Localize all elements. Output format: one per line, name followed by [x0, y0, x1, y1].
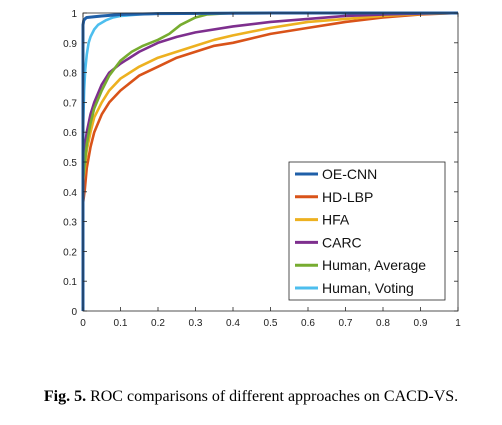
legend-label: OE-CNN — [322, 166, 377, 182]
x-tick-label: 0.4 — [226, 318, 240, 329]
y-tick-label: 0.7 — [63, 98, 77, 109]
x-tick-label: 0.5 — [264, 318, 278, 329]
legend-label: Human, Average — [322, 257, 426, 273]
legend-box — [288, 161, 446, 301]
y-tick-label: 0.2 — [63, 247, 77, 258]
x-tick-label: 0.7 — [339, 318, 353, 329]
legend-label: HD-LBP — [322, 189, 373, 205]
caption-label: Fig. 5. — [43, 388, 87, 405]
x-tick-label: 0.2 — [151, 318, 165, 329]
ticks-layer: 0 0.1 0.2 0.3 0.4 0.5 0.6 0.7 0.8 0.9 1 0 0.1 0.2 0.3 0… — [63, 9, 461, 329]
legend-label: CARC — [322, 234, 362, 250]
y-tick-label: 0.8 — [63, 69, 77, 80]
x-tick-label: 0 — [80, 318, 86, 329]
figure-caption: Fig. 5. ROC comparisons of different app… — [0, 388, 502, 406]
series-line-hd-lbp — [81, 11, 459, 311]
y-tick-label: 0.3 — [63, 218, 77, 229]
x-tick-label: 0.8 — [376, 318, 390, 329]
x-tick-label: 1 — [455, 318, 461, 329]
x-tick-label: 0.9 — [414, 318, 428, 329]
y-tick-label: 0.6 — [63, 128, 77, 139]
y-tick-label: 0.4 — [63, 188, 77, 199]
legend: OE-CNN HD-LBP HFA CARC Human, Average Human, … — [288, 161, 446, 301]
y-tick-label: 1 — [71, 9, 77, 20]
x-tick-label: 0.6 — [301, 318, 315, 329]
y-tick-label: 0 — [71, 307, 77, 318]
y-tick-label: 0.1 — [63, 277, 77, 288]
y-tick-label: 0.5 — [63, 158, 77, 169]
legend-label: HFA — [322, 212, 350, 228]
series-line-carc — [81, 11, 459, 311]
x-tick-label: 0.1 — [114, 318, 128, 329]
legend-label: Human, Voting — [322, 280, 414, 296]
roc-chart: 0 0.1 0.2 0.3 0.4 0.5 0.6 0.7 0.8 0.9 1 0 0.1 0.2 0.3 0… — [63, 9, 461, 329]
caption-text: ROC comparisons of different approaches … — [86, 388, 459, 405]
x-tick-label: 0.3 — [189, 318, 203, 329]
y-tick-label: 0.9 — [63, 39, 77, 50]
